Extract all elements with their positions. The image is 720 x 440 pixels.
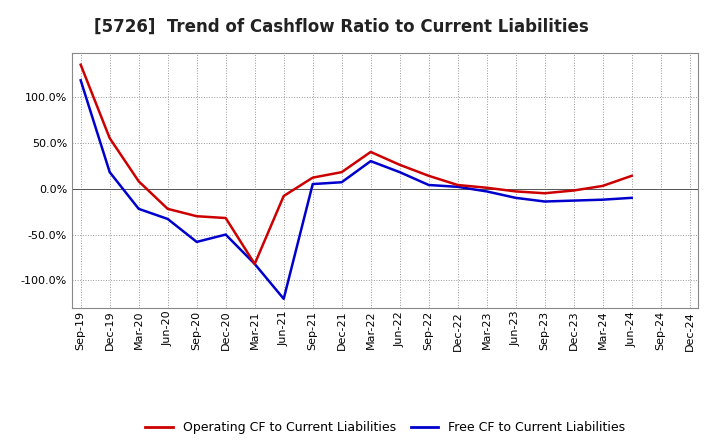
Operating CF to Current Liabilities bbox=[163, 206, 172, 212]
Free CF to Current Liabilities bbox=[251, 261, 259, 267]
Free CF to Current Liabilities bbox=[366, 158, 375, 164]
Line: Free CF to Current Liabilities: Free CF to Current Liabilities bbox=[81, 81, 631, 299]
Free CF to Current Liabilities bbox=[338, 180, 346, 185]
Free CF to Current Liabilities bbox=[454, 184, 462, 190]
Operating CF to Current Liabilities bbox=[541, 191, 549, 196]
Free CF to Current Liabilities bbox=[627, 195, 636, 201]
Free CF to Current Liabilities bbox=[308, 181, 317, 187]
Line: Operating CF to Current Liabilities: Operating CF to Current Liabilities bbox=[81, 65, 631, 264]
Operating CF to Current Liabilities bbox=[598, 183, 607, 189]
Free CF to Current Liabilities bbox=[395, 169, 404, 175]
Operating CF to Current Liabilities bbox=[482, 185, 491, 191]
Free CF to Current Liabilities bbox=[598, 197, 607, 202]
Free CF to Current Liabilities bbox=[163, 216, 172, 222]
Free CF to Current Liabilities bbox=[482, 189, 491, 194]
Operating CF to Current Liabilities bbox=[627, 173, 636, 179]
Operating CF to Current Liabilities bbox=[135, 179, 143, 184]
Operating CF to Current Liabilities bbox=[251, 261, 259, 267]
Text: [5726]  Trend of Cashflow Ratio to Current Liabilities: [5726] Trend of Cashflow Ratio to Curren… bbox=[94, 18, 588, 36]
Free CF to Current Liabilities bbox=[570, 198, 578, 203]
Free CF to Current Liabilities bbox=[424, 182, 433, 187]
Operating CF to Current Liabilities bbox=[338, 169, 346, 175]
Legend: Operating CF to Current Liabilities, Free CF to Current Liabilities: Operating CF to Current Liabilities, Fre… bbox=[145, 422, 626, 434]
Operating CF to Current Liabilities bbox=[308, 175, 317, 180]
Free CF to Current Liabilities bbox=[135, 206, 143, 212]
Free CF to Current Liabilities bbox=[192, 239, 201, 245]
Operating CF to Current Liabilities bbox=[192, 213, 201, 219]
Operating CF to Current Liabilities bbox=[279, 193, 288, 198]
Operating CF to Current Liabilities bbox=[395, 162, 404, 168]
Operating CF to Current Liabilities bbox=[570, 188, 578, 193]
Operating CF to Current Liabilities bbox=[511, 189, 520, 194]
Operating CF to Current Liabilities bbox=[454, 182, 462, 187]
Operating CF to Current Liabilities bbox=[76, 62, 85, 67]
Operating CF to Current Liabilities bbox=[105, 136, 114, 141]
Free CF to Current Liabilities bbox=[279, 296, 288, 301]
Operating CF to Current Liabilities bbox=[221, 216, 230, 221]
Operating CF to Current Liabilities bbox=[424, 173, 433, 179]
Free CF to Current Liabilities bbox=[541, 199, 549, 204]
Operating CF to Current Liabilities bbox=[366, 149, 375, 154]
Free CF to Current Liabilities bbox=[511, 195, 520, 201]
Free CF to Current Liabilities bbox=[221, 232, 230, 237]
Free CF to Current Liabilities bbox=[76, 78, 85, 83]
Free CF to Current Liabilities bbox=[105, 169, 114, 175]
